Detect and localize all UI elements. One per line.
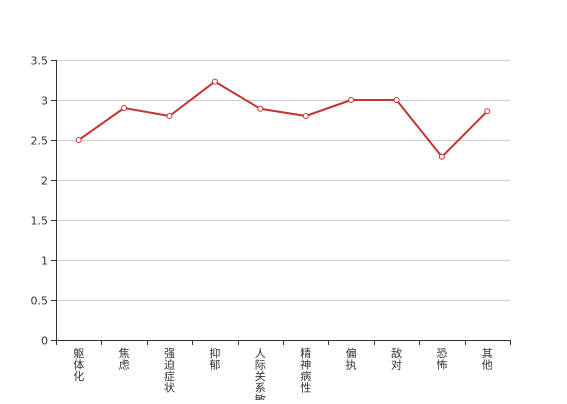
data-point (348, 97, 355, 103)
x-category-label: 其他 (482, 347, 493, 372)
x-category-label: 人际关系敏感 (255, 347, 266, 400)
y-tick-label: 3 (41, 95, 48, 108)
x-category-label: 敌对 (391, 346, 402, 372)
x-category-label: 偏执 (346, 346, 357, 372)
data-point (257, 105, 264, 112)
data-point (75, 137, 82, 143)
y-tick-label: 3.5 (31, 55, 49, 68)
y-tick-label: 2 (41, 175, 48, 188)
data-point (302, 113, 309, 119)
x-axis-category-labels: 躯体化 焦虑 强迫症状 抑郁 人际关系敏感 精神病性 偏执 敌对 恐怖 其他 (73, 346, 493, 404)
y-tick-label: 0 (41, 335, 48, 348)
x-category-label: 焦虑 (119, 347, 130, 372)
data-point (393, 97, 400, 103)
y-tick-label: 1 (41, 255, 48, 268)
x-category-label: 强迫症状 (164, 347, 175, 395)
x-category-label: 恐怖 (436, 347, 447, 372)
y-tick-label: 2.5 (31, 135, 49, 148)
data-point (121, 105, 128, 111)
data-point (484, 108, 491, 115)
y-axis-tick-labels: 0 0.5 1 1.5 2 2.5 3 3.5 (31, 55, 56, 348)
series-line (77, 80, 489, 158)
data-point (166, 113, 173, 119)
data-point (438, 153, 445, 160)
series-points (75, 78, 491, 160)
x-category-label: 精神病性 (300, 347, 311, 395)
y-tick-label: 1.5 (31, 215, 49, 228)
data-point (211, 78, 218, 85)
x-category-label: 躯体化 (73, 347, 84, 383)
x-category-label: 抑郁 (209, 346, 220, 372)
y-tick-label: 0.5 (31, 295, 49, 308)
y-gridlines (56, 60, 510, 301)
x-axis-ticks (56, 340, 511, 345)
